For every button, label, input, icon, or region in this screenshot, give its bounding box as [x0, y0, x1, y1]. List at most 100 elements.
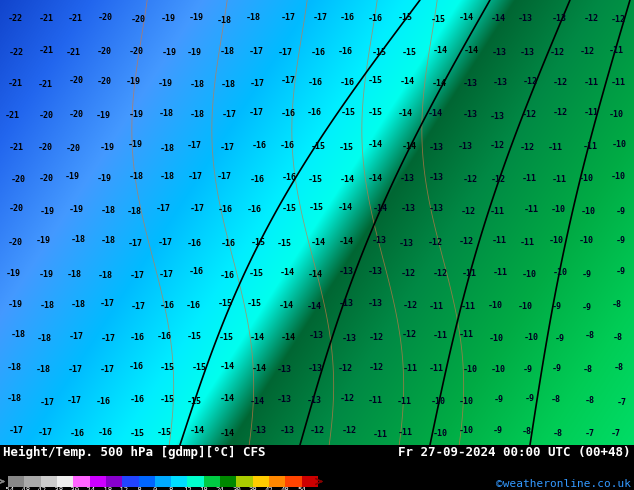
Text: -13: -13 [462, 110, 477, 119]
Text: -15: -15 [159, 363, 174, 371]
Text: -18: -18 [127, 207, 142, 216]
Text: -13: -13 [280, 426, 294, 435]
Text: -10: -10 [433, 429, 448, 438]
Text: -14: -14 [281, 333, 295, 342]
Text: 0: 0 [153, 488, 157, 490]
Text: -17: -17 [281, 76, 295, 85]
Text: -12: -12 [337, 364, 353, 373]
Text: -12: -12 [432, 269, 448, 278]
Text: -16: -16 [339, 13, 354, 23]
Text: -11: -11 [429, 302, 444, 311]
Text: -7: -7 [611, 430, 621, 439]
Text: -14: -14 [340, 175, 355, 184]
Bar [236, 476, 253, 487]
Text: -18: -18 [67, 270, 82, 279]
Text: -16: -16 [220, 239, 235, 248]
Text: -16: -16 [217, 205, 233, 214]
Text: -18: -18 [100, 488, 112, 490]
Text: -8: -8 [553, 429, 563, 439]
Text: -15: -15 [187, 332, 202, 341]
Text: 24: 24 [216, 488, 224, 490]
Text: -18: -18 [216, 16, 231, 25]
Text: 12: 12 [183, 488, 192, 490]
Text: -14: -14 [311, 238, 325, 247]
Text: -8: -8 [583, 365, 593, 374]
Text: -20: -20 [38, 144, 53, 152]
Text: -17: -17 [158, 238, 173, 247]
Text: -38: -38 [50, 488, 63, 490]
Text: -10: -10 [553, 268, 567, 277]
Text: -19: -19 [187, 48, 202, 57]
Text: -12: -12 [368, 333, 384, 342]
Text: -16: -16 [340, 78, 355, 87]
Text: -21: -21 [67, 14, 82, 23]
Text: -16: -16 [157, 332, 172, 341]
Bar [57, 476, 74, 487]
Text: -15: -15 [247, 299, 261, 308]
Text: -12: -12 [400, 269, 415, 278]
Text: -17: -17 [127, 239, 143, 248]
Text: -11: -11 [368, 396, 382, 405]
Bar [89, 476, 106, 487]
Text: -15: -15 [368, 108, 383, 118]
Text: -9: -9 [555, 334, 565, 343]
Text: -14: -14 [490, 14, 505, 24]
Text: -20: -20 [8, 238, 23, 247]
Text: -18: -18 [37, 334, 52, 343]
Text: -8: -8 [612, 333, 623, 342]
Text: -11: -11 [461, 302, 476, 312]
Text: -14: -14 [278, 301, 294, 310]
Text: -18: -18 [10, 330, 25, 340]
Text: -18: -18 [190, 80, 204, 89]
Text: -17: -17 [221, 110, 236, 120]
Text: -18: -18 [246, 13, 261, 22]
Text: -12: -12 [115, 488, 129, 490]
Bar [188, 476, 204, 487]
Text: -8: -8 [612, 300, 621, 309]
Text: -16: -16 [98, 428, 113, 437]
Text: -18: -18 [98, 270, 113, 280]
Bar [220, 476, 236, 487]
Text: -19: -19 [160, 14, 175, 24]
Text: -21: -21 [8, 79, 23, 88]
Text: -11: -11 [584, 108, 599, 118]
Text: -16: -16 [130, 333, 145, 342]
Text: -8: -8 [614, 363, 624, 372]
Text: -15: -15 [308, 174, 323, 184]
Text: -11: -11 [462, 269, 477, 278]
Text: -19: -19 [97, 174, 112, 183]
Text: -19: -19 [189, 13, 204, 22]
Text: -12: -12 [491, 175, 506, 184]
Text: -19: -19 [126, 77, 141, 86]
Text: -15: -15 [217, 299, 233, 308]
Text: -14: -14 [249, 333, 264, 342]
Bar [24, 476, 41, 487]
Text: -13: -13 [342, 334, 357, 343]
Text: -18: -18 [160, 144, 175, 152]
Text: -16: -16 [338, 47, 353, 56]
Text: -16: -16 [280, 141, 295, 150]
Text: -11: -11 [398, 428, 413, 437]
Text: -10: -10 [459, 397, 474, 407]
Text: -10: -10 [551, 205, 566, 214]
Text: -17: -17 [67, 396, 82, 405]
Text: -11: -11 [398, 396, 412, 406]
Text: -11: -11 [459, 330, 474, 340]
Text: -12: -12 [463, 175, 477, 184]
Text: -16: -16 [189, 267, 204, 276]
Text: -10: -10 [518, 301, 533, 311]
Text: -18: -18 [40, 301, 55, 310]
Text: -13: -13 [429, 204, 444, 213]
Text: -17: -17 [130, 270, 145, 279]
Text: -19: -19 [157, 79, 172, 88]
Text: -11: -11 [492, 236, 507, 245]
Text: -20: -20 [11, 174, 25, 184]
Text: -15: -15 [309, 203, 323, 212]
Text: -10: -10 [609, 110, 623, 120]
Text: -10: -10 [489, 334, 504, 343]
Text: -16: -16 [159, 301, 174, 310]
Text: -11: -11 [429, 364, 444, 373]
Text: -14: -14 [463, 46, 478, 55]
Text: -11: -11 [524, 205, 539, 214]
Text: -10: -10 [579, 236, 593, 245]
